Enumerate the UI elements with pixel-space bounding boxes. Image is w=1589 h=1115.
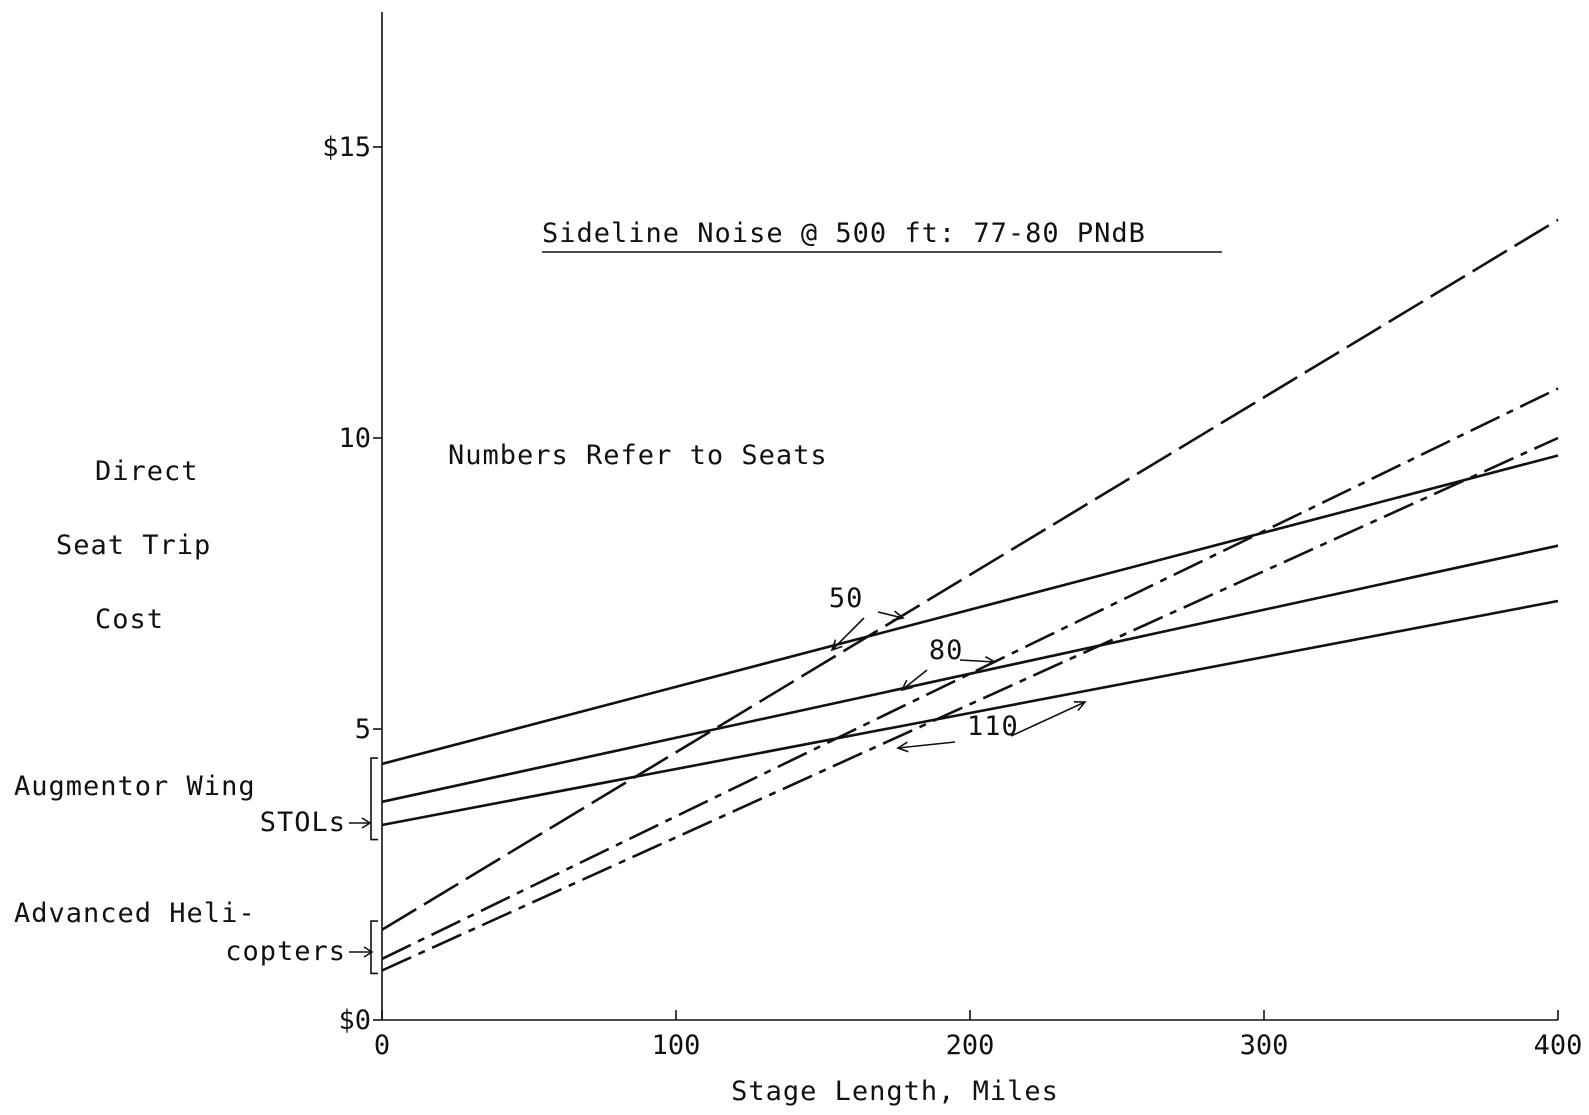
series-line-stol-110-seats: [381, 599, 1559, 827]
annotations: 50 80 110: [829, 583, 1087, 753]
y-tick-label-2: 10: [338, 423, 371, 454]
series-line-helicopter-80-seats: [381, 387, 1559, 961]
x-axis-label: Stage Length, Miles: [731, 1076, 1059, 1107]
x-tick-label-0: 0: [374, 1030, 390, 1061]
annotation-arrow-110-1: [1010, 701, 1087, 737]
series-line-stol-80-seats: [381, 544, 1559, 804]
series-line-helicopter-110-seats: [381, 436, 1559, 972]
y-tick-label-3: $15: [322, 132, 371, 163]
group-label-heli-line-2: copters: [225, 936, 346, 967]
x-tick-label-3: 300: [1240, 1030, 1289, 1061]
x-tick-label-1: 100: [652, 1030, 701, 1061]
series-line-helicopter-50-seats: [381, 218, 1559, 931]
axes: $0 5 10 $15 0 100 200 300 400: [322, 12, 1582, 1061]
series-lines: [381, 218, 1559, 972]
annotation-arrow-110-0: [896, 741, 956, 753]
y-tick-label-0: $0: [338, 1005, 371, 1036]
annotation-arrow-80-1: [959, 655, 997, 667]
y-axis-label-line-2: Seat Trip: [56, 530, 211, 561]
chart-subtitle: Numbers Refer to Seats: [448, 440, 828, 471]
heli-label-arrow: [349, 946, 374, 958]
helicopter-bracket: [370, 920, 378, 975]
annotation-arrow-50-1: [877, 610, 905, 622]
stol-label-arrow: [349, 817, 372, 829]
y-axis-label-line-1: Direct: [95, 456, 199, 487]
stol-bracket: [370, 757, 378, 841]
group-label-stol-line-1: Augmentor Wing: [14, 771, 256, 802]
annotation-arrow-50-0: [830, 617, 865, 652]
group-label-stol-line-2: STOLs: [260, 807, 346, 838]
annotation-label-110-seats: 110: [967, 711, 1019, 742]
y-axis-label-line-3: Cost: [95, 604, 164, 635]
annotation-label-80-seats: 80: [929, 635, 964, 666]
annotation-arrow-80-0: [900, 669, 928, 692]
y-tick-label-1: 5: [355, 714, 371, 745]
annotation-label-50-seats: 50: [829, 583, 864, 614]
chart-title: Sideline Noise @ 500 ft: 77-80 PNdB: [542, 218, 1146, 249]
series-line-stol-50-seats: [381, 454, 1559, 766]
group-label-heli-line-1: Advanced Heli-: [14, 898, 256, 929]
x-tick-label-4: 400: [1534, 1030, 1583, 1061]
x-tick-label-2: 200: [946, 1030, 995, 1061]
